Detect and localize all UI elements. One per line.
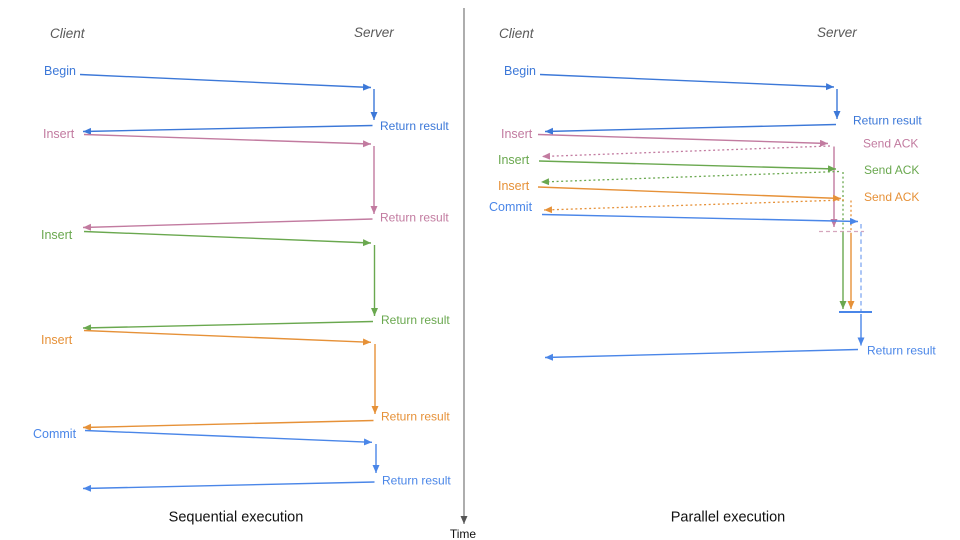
operation-label: Begin: [504, 64, 536, 78]
operation-label: Begin: [44, 64, 76, 78]
request-arrow: [538, 160, 837, 173]
ack-return-arrow: [541, 145, 831, 160]
client-column-header: Client: [50, 26, 86, 41]
ack-return-arrow: [543, 199, 845, 214]
message-insert-2: Insert Send ACK: [498, 153, 919, 309]
panel-sequential: Client Server Begin Return result Insert…: [33, 25, 451, 526]
client-column-header: Client: [499, 26, 535, 41]
response-label: Return result: [381, 410, 450, 424]
server-column-header: Server: [817, 25, 857, 40]
response-label: Return result: [380, 211, 449, 225]
operation-label: Insert: [501, 127, 533, 141]
request-arrow: [79, 73, 372, 91]
return-arrow: [82, 320, 374, 332]
panel-title-parallel: Parallel execution: [671, 510, 785, 526]
message-insert-3: Insert Send ACK: [498, 179, 919, 309]
request-arrow: [84, 429, 373, 446]
operation-label: Commit: [33, 427, 77, 441]
request-arrow: [83, 329, 372, 346]
response-label: Send ACK: [864, 190, 919, 204]
response-label: Send ACK: [864, 163, 919, 177]
operation-label: Insert: [41, 333, 73, 347]
message-commit: Commit Return result: [33, 427, 451, 492]
message-begin: Begin Return result: [504, 64, 922, 135]
request-arrow: [537, 186, 842, 202]
return-arrow: [82, 218, 373, 231]
operation-label: Insert: [41, 228, 73, 242]
operation-label: Insert: [498, 153, 530, 167]
return-arrow: [544, 123, 837, 135]
request-arrow: [83, 230, 372, 247]
response-label: Return result: [380, 119, 449, 133]
return-arrow: [544, 348, 859, 361]
time-axis-label: Time: [450, 527, 477, 540]
ack-return-arrow: [540, 170, 840, 186]
response-label: Return result: [382, 474, 451, 488]
request-arrow: [539, 73, 835, 91]
return-arrow: [82, 124, 373, 135]
return-arrow: [82, 419, 374, 431]
return-arrow: [82, 481, 375, 492]
message-insert-1: Insert Send ACK: [501, 127, 918, 233]
operation-label: Commit: [489, 200, 533, 214]
response-label: Return result: [381, 313, 450, 327]
response-label: Return result: [853, 114, 922, 128]
message-insert-2: Insert Return result: [41, 228, 450, 332]
request-arrow: [537, 133, 829, 147]
request-arrow: [541, 213, 859, 225]
message-begin: Begin Return result: [44, 64, 449, 135]
request-arrow: [83, 133, 372, 148]
server-column-header: Server: [354, 25, 394, 40]
time-axis: Time: [450, 8, 477, 540]
message-commit: Commit Return result: [489, 200, 936, 361]
operation-label: Insert: [498, 179, 530, 193]
operation-label: Insert: [43, 127, 75, 141]
message-insert-1: Insert Return result: [43, 127, 449, 231]
message-insert-3: Insert Return result: [41, 329, 450, 431]
panel-title-sequential: Sequential execution: [169, 510, 304, 526]
response-label: Send ACK: [863, 137, 918, 151]
response-label: Return result: [867, 344, 936, 358]
panel-parallel: Client Server Begin Return result Insert…: [489, 25, 936, 526]
